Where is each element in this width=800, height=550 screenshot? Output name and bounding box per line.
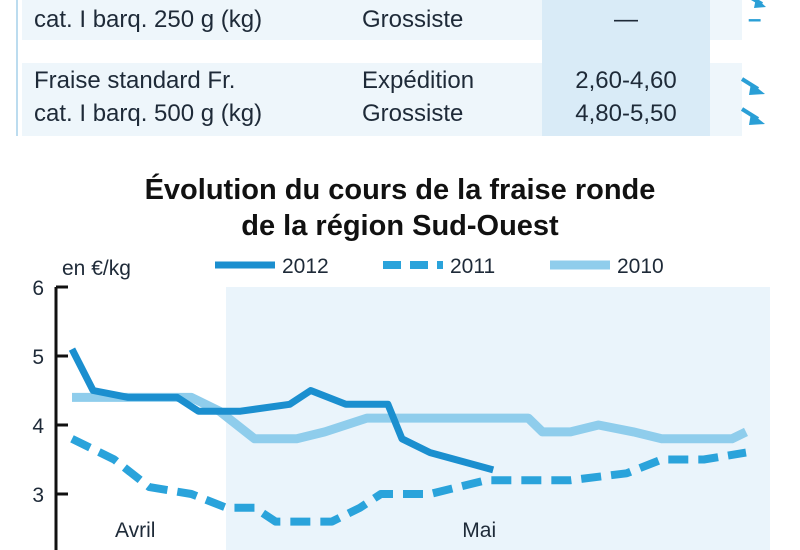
legend-label-2010: 2010 xyxy=(617,255,664,278)
y-tick-label: 4 xyxy=(32,415,44,438)
product-cell: Fraise standard Fr. xyxy=(34,67,236,94)
stage-cell: Grossiste xyxy=(362,6,464,33)
chart-title: Évolution du cours de la fraise ronde xyxy=(144,174,656,206)
y-tick-label: 6 xyxy=(32,277,44,300)
chart-subtitle: de la région Sud-Ouest xyxy=(241,210,559,242)
price-column-band xyxy=(542,0,710,136)
table-left-rule xyxy=(16,0,18,136)
trend-down-arrow-icon xyxy=(750,0,766,8)
trend-stable-icon: – xyxy=(748,6,762,33)
legend-label-2011: 2011 xyxy=(450,255,495,278)
x-month-label: Mai xyxy=(462,519,496,542)
price-cell: — xyxy=(614,6,638,33)
stage-cell: Expédition xyxy=(362,67,475,94)
trend-down-arrow-icon xyxy=(740,77,765,95)
series-line-2010 xyxy=(72,392,748,444)
y-tick-label: 3 xyxy=(32,484,44,507)
trend-down-arrow-icon xyxy=(740,107,765,125)
product-cell: cat. I barq. 250 g (kg) xyxy=(34,6,263,33)
product-cell: cat. I barq. 500 g (kg) xyxy=(34,100,263,127)
stage-cell: Grossiste xyxy=(362,100,464,127)
y-axis-label: en €/kg xyxy=(62,257,131,280)
price-table: cat. I barq. 250 g (kg) Grossiste — – Fr… xyxy=(0,0,800,136)
series-line-2011 xyxy=(70,435,747,526)
price-cell: 2,60-4,60 xyxy=(575,67,677,94)
y-tick-label: 5 xyxy=(32,346,44,369)
series-line-2012 xyxy=(68,347,495,474)
price-cell: 4,80-5,50 xyxy=(575,100,677,127)
legend-label-2012: 2012 xyxy=(282,255,329,278)
x-month-label: Avril xyxy=(115,519,155,542)
